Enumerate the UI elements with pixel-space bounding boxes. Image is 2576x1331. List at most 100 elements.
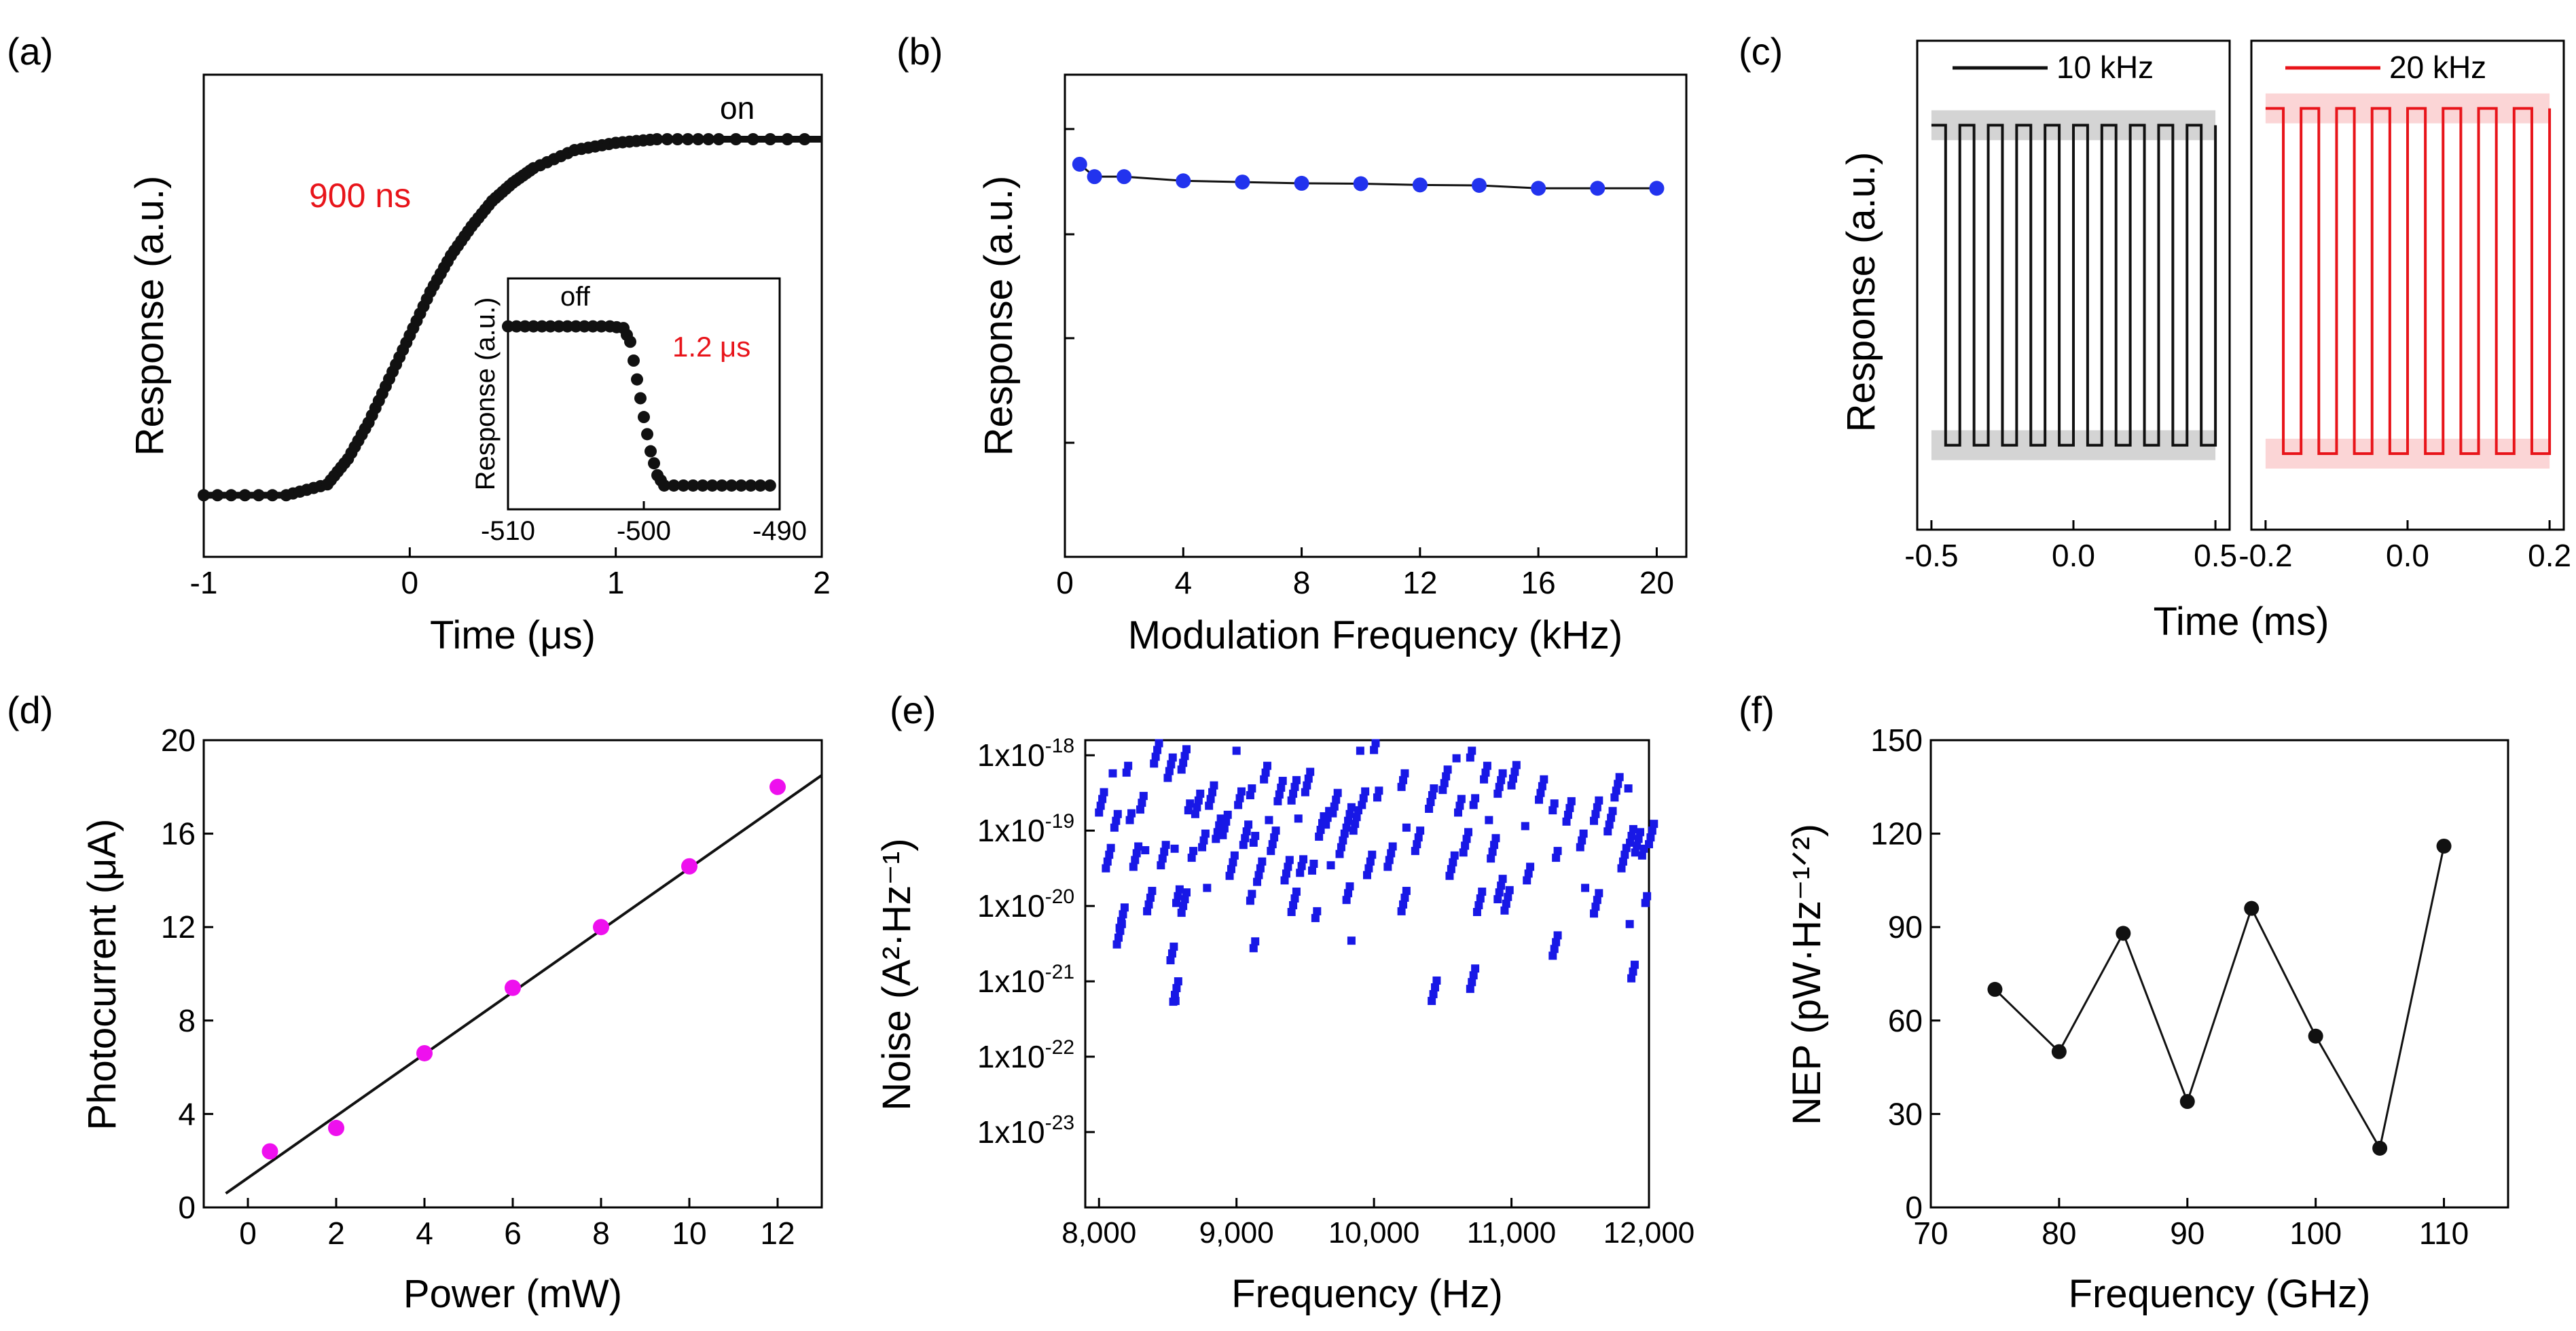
panel-e-data-point	[1328, 809, 1337, 818]
panel-d-xtick-label: 10	[672, 1216, 706, 1251]
panel-e-data-point	[1359, 794, 1368, 803]
panel-e-data-point	[1246, 896, 1254, 905]
panel-a-data-point	[198, 489, 210, 502]
panel-e-xtick-label: 8,000	[1062, 1216, 1136, 1250]
panel-a-data-point	[671, 133, 684, 145]
panel-e-data-point	[1124, 761, 1133, 770]
panel-e-data-point	[1356, 746, 1364, 755]
panel-a-data-point	[681, 133, 694, 145]
panel-e-ytick-label: 1x10-23	[977, 1112, 1074, 1150]
panel-e-data-point	[1650, 820, 1658, 828]
panel-e-data-point	[1095, 808, 1104, 817]
panel-e-data-point	[1637, 851, 1646, 860]
panel-e-data-point	[1246, 791, 1254, 800]
panel-e-data-point	[1593, 896, 1601, 905]
panel-a-inset-ylabel: Response (a.u.)	[471, 297, 501, 491]
panel-d-xtick-label: 8	[592, 1216, 610, 1251]
panel-e-data-point	[1112, 940, 1121, 949]
panel-e-data-point	[1177, 765, 1186, 774]
panel-d-ytick-label: 12	[161, 909, 196, 945]
panel-e-data-point	[1578, 836, 1586, 845]
panel-e-data-point	[1581, 883, 1590, 892]
panel-e-data-point	[1229, 858, 1237, 867]
panel-e-data-point	[1287, 796, 1296, 805]
panel-e-data-point	[1106, 843, 1115, 852]
panel-e-data-point	[1179, 759, 1188, 767]
panel-e-data-point	[1174, 892, 1182, 900]
panel-e-data-point	[1304, 774, 1313, 783]
panel-f-xlabel: Frequency (GHz)	[2069, 1272, 2371, 1316]
panel-e-data-point	[1223, 810, 1232, 819]
panel-e-data-point	[1155, 739, 1163, 748]
panel-a-inset-data-point	[578, 320, 591, 333]
panel-e-xtick-label: 12,000	[1603, 1216, 1695, 1250]
panel-e-data-point	[1322, 820, 1330, 829]
panel-a-xtick-label: 2	[813, 565, 831, 600]
panel-e-data-point	[1144, 900, 1153, 909]
panel-e-data-point	[1098, 795, 1107, 803]
panel-e-data-point	[1105, 850, 1114, 859]
panel-e-data-point	[1438, 786, 1447, 795]
panel-b-data-point	[1072, 156, 1087, 172]
panel-a-inset-data-point	[735, 479, 748, 492]
panel-e-x-ticks: 8,000 9,000 10,000 11,000 12,000	[1062, 1198, 1694, 1250]
panel-e-data-point	[1590, 816, 1599, 825]
panel-e-data-point	[1330, 802, 1339, 811]
panel-e-data-point	[1172, 984, 1181, 993]
panel-e-data-point	[1462, 835, 1471, 843]
panel-e-data-point	[1630, 960, 1639, 969]
panel-b-xtick-label: 16	[1521, 565, 1556, 600]
panel-f-data-point	[2308, 1028, 2323, 1044]
panel-f-xtick-label: 70	[1913, 1216, 1948, 1251]
panel-d-ytick-label: 8	[178, 1003, 196, 1038]
panel-e-data-point	[1347, 936, 1356, 945]
panel-e-data-point	[1497, 881, 1506, 890]
panel-e-data-point	[1296, 869, 1305, 877]
panel-e-data-point	[1641, 898, 1650, 907]
panel-f-frame	[1929, 739, 2509, 1209]
panel-e-data-point	[1351, 820, 1360, 828]
panel-e-data-point	[1498, 769, 1507, 778]
panel-e-data-point	[1483, 761, 1491, 770]
panel-e-data-point	[1182, 745, 1191, 754]
panel-b-x-ticks: 0 4 8 12 16 20	[1056, 547, 1674, 600]
panel-e-data-point	[1117, 919, 1126, 928]
panel-e-data-point	[1610, 793, 1619, 802]
panel-e-data-point	[1385, 856, 1394, 864]
panel-f-ytick-label: 0	[1905, 1190, 1923, 1225]
panel-e-data-point	[1165, 767, 1174, 776]
panel-e-data-point	[1648, 826, 1656, 835]
panel-e-data-point	[1333, 788, 1342, 797]
panel-e-xtick-label: 10,000	[1328, 1216, 1420, 1250]
panel-e-data-point	[1189, 847, 1198, 856]
panel-f-ytick-label: 60	[1888, 1003, 1923, 1038]
panel-e-data-point	[1248, 890, 1256, 898]
panel-e-data-point	[1235, 794, 1244, 803]
panel-c-label: (c)	[1739, 30, 1783, 73]
panel-e-data-point	[1251, 831, 1260, 840]
panel-a-data-point	[781, 133, 794, 145]
panel-d-ytick-label: 20	[161, 723, 196, 758]
panel-e-data-point	[1270, 833, 1279, 842]
panel-d-data-point	[416, 1044, 433, 1061]
panel-e-ytick-exponent: -20	[1045, 886, 1074, 908]
panel-e-data-point	[1241, 834, 1250, 843]
panel-d-frame	[202, 739, 823, 1209]
panel-e-data-point	[1466, 753, 1474, 762]
panel-e-data-point	[1265, 816, 1273, 824]
panel-c-ylabel: Response (a.u.)	[1839, 152, 1883, 433]
panel-e-data-point	[1284, 862, 1292, 871]
panel-a-label: (a)	[7, 30, 53, 73]
panel-e-data-point	[1614, 780, 1622, 788]
panel-e-data-point	[1361, 787, 1370, 796]
panel-e-data-point	[1591, 902, 1600, 911]
panel-e-data-point	[1180, 895, 1189, 904]
panel-e-data-point	[1502, 899, 1510, 908]
panel-e-data-point	[1280, 876, 1289, 885]
panel-e-ytick-exponent: -21	[1045, 961, 1074, 983]
panel-b-xlabel: Modulation Frequency (kHz)	[1128, 613, 1623, 657]
panel-c-noise-band	[1931, 110, 2216, 141]
panel-e-data-point	[1248, 784, 1256, 793]
panel-e-data-point	[1620, 850, 1629, 859]
panel-e-data-point	[1141, 846, 1150, 855]
